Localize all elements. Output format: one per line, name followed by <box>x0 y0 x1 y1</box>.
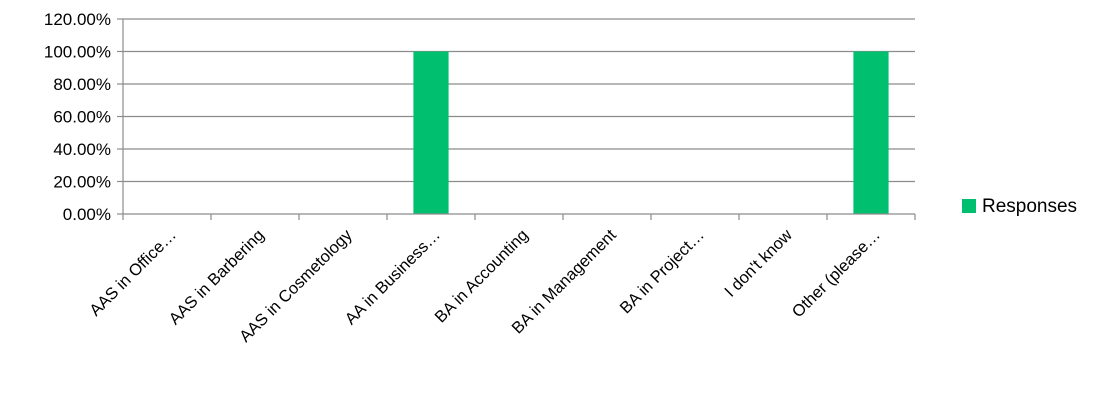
bar-9 <box>853 51 889 214</box>
gridlines <box>123 18 915 183</box>
y-tick-label: 80.00% <box>53 75 111 94</box>
x-tick-label: AA in Business… <box>342 226 444 328</box>
y-tick-label: 0.00% <box>63 205 111 224</box>
y-tick-label: 40.00% <box>53 140 111 159</box>
y-tick-label: 100.00% <box>44 43 111 62</box>
x-tick-label: BA in Accounting <box>432 226 532 326</box>
x-tick-label: I don't know <box>721 226 796 301</box>
bars <box>413 51 889 214</box>
y-tick-label: 120.00% <box>44 10 111 29</box>
x-tick-label: Other (please… <box>789 226 884 321</box>
legend-label-responses: Responses <box>982 196 1077 217</box>
y-tick-labels: 0.00% 20.00% 40.00% 60.00% 80.00% 100.00% 120.… <box>44 10 123 224</box>
legend-swatch-responses <box>962 199 976 213</box>
y-tick-label: 20.00% <box>53 173 111 192</box>
y-tick-label: 60.00% <box>53 108 111 127</box>
axes <box>122 19 916 220</box>
x-tick-label: AAS in Office… <box>86 226 180 320</box>
x-tick-label: BA in Project… <box>617 226 708 317</box>
bar-4 <box>413 51 449 214</box>
x-tick-label: AAS in Barbering <box>166 226 268 328</box>
legend: Responses <box>962 196 1077 217</box>
